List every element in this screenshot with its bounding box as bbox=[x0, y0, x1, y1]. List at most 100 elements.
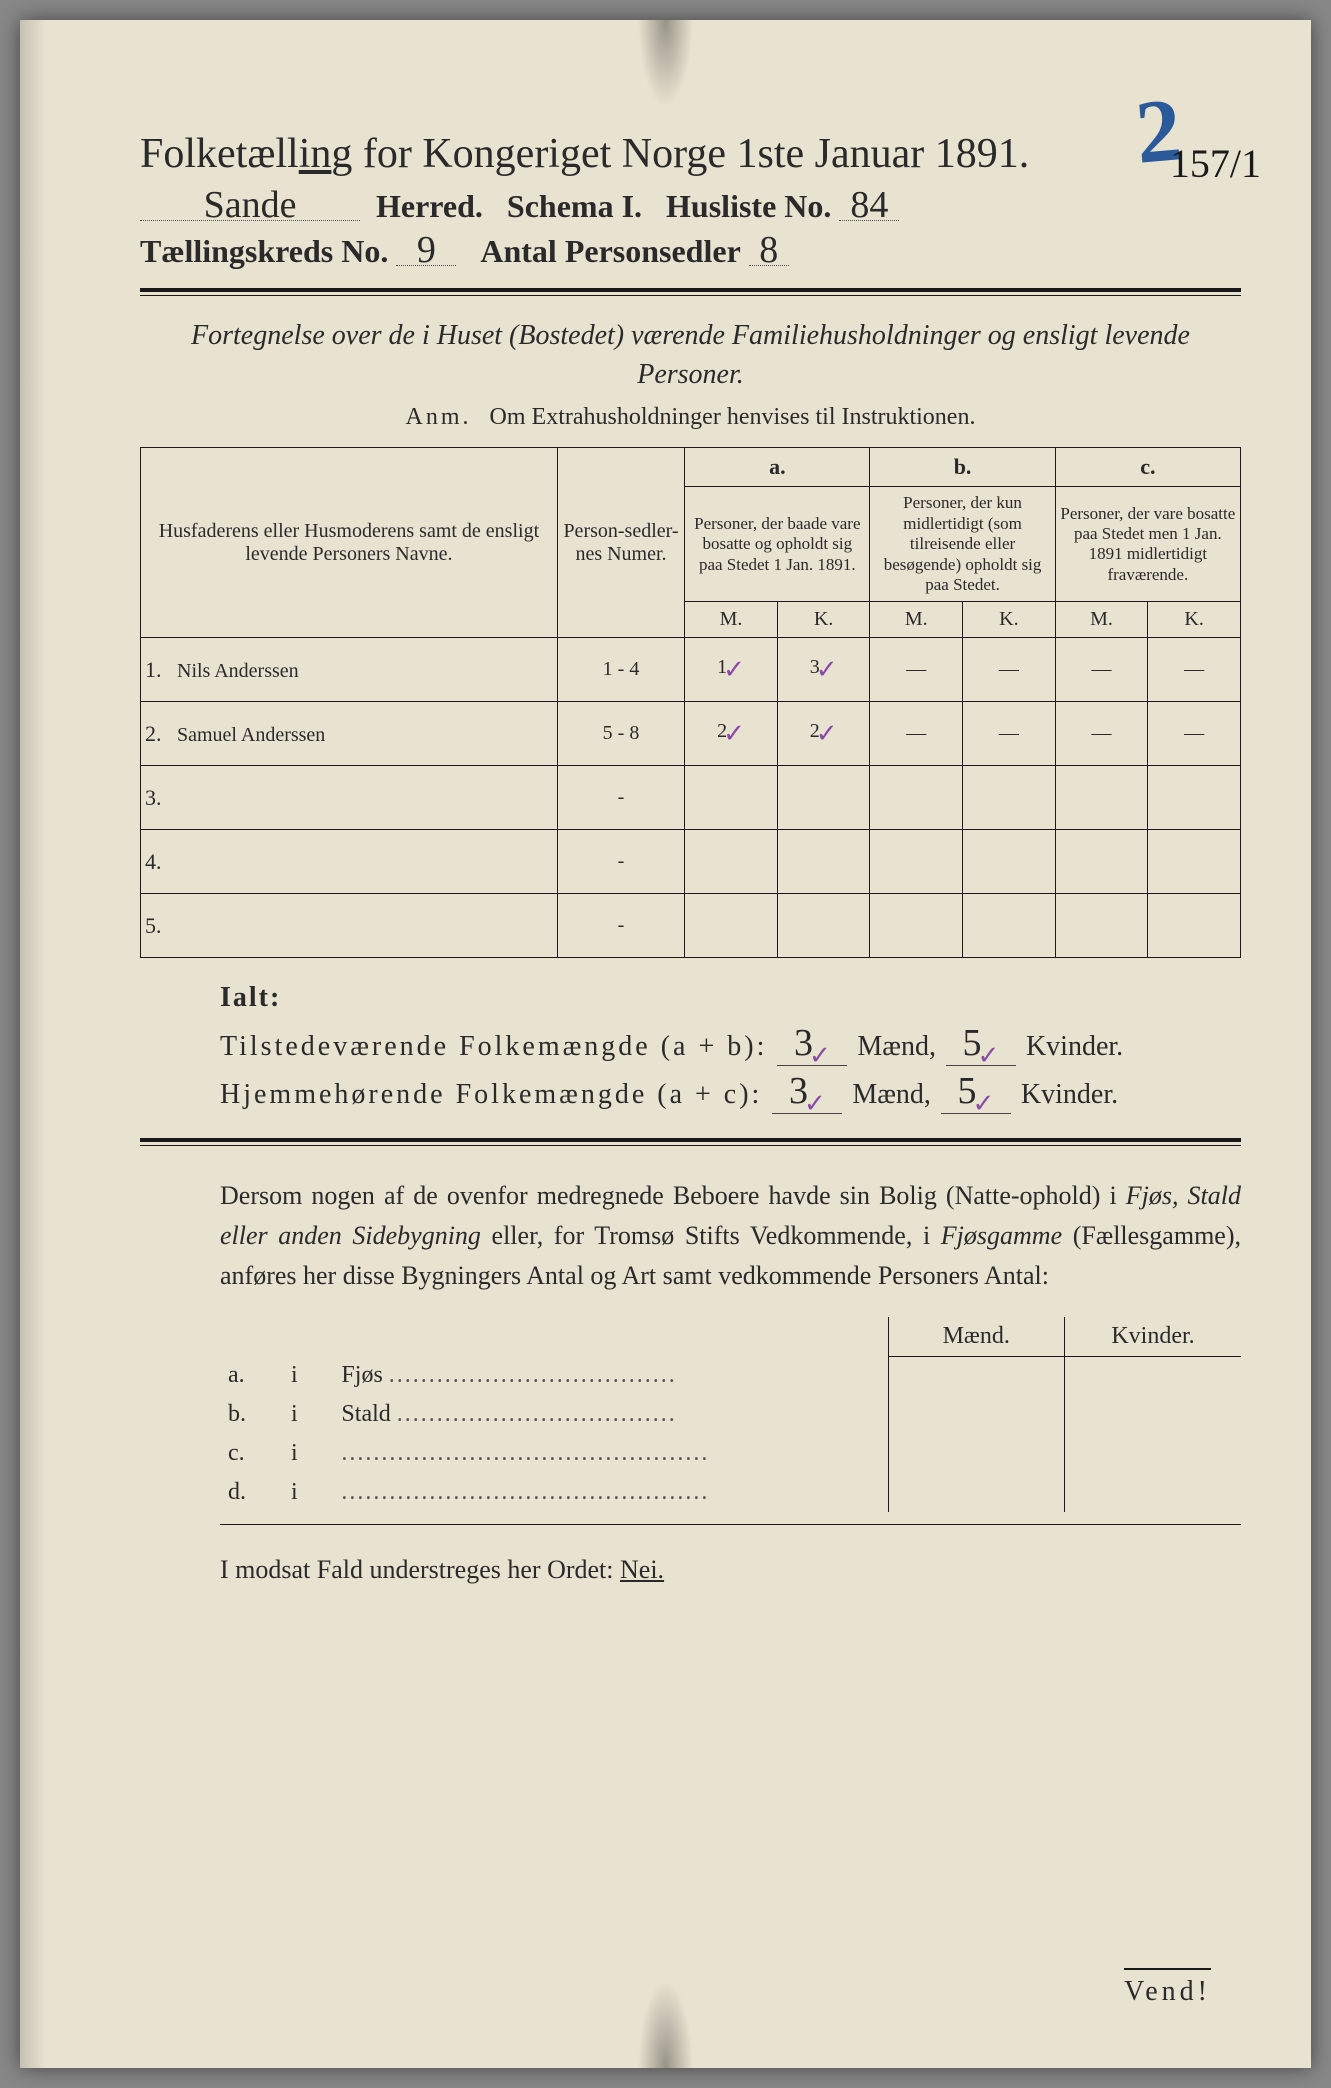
cell-aM bbox=[685, 830, 778, 894]
ialt-block: Ialt: Tilstedeværende Folkemængde (a + b… bbox=[220, 982, 1241, 1114]
cell-bK bbox=[963, 830, 1056, 894]
corner-fraction: 157/1 bbox=[1170, 140, 1261, 187]
sec-dots: ................................... bbox=[397, 1401, 677, 1427]
row-num: 2. bbox=[145, 721, 169, 747]
th-c-text: Personer, der vare bosatte paa Stedet me… bbox=[1055, 487, 1240, 602]
census-form-page: 2 157/1 Folketælling for Kongeriget Norg… bbox=[20, 20, 1311, 2068]
footer-pre: I modsat Fald understreges her Ordet: bbox=[220, 1555, 614, 1584]
maend-label: Mænd, bbox=[852, 1079, 931, 1110]
sec-k bbox=[1065, 1473, 1242, 1512]
row-name: Nils Anderssen bbox=[177, 660, 299, 682]
sec-label-cell: Fjøs ...................................… bbox=[333, 1356, 888, 1395]
sec-label-cell: Stald ..................................… bbox=[333, 1395, 888, 1434]
body-paragraph: Dersom nogen af de ovenfor medregnede Be… bbox=[220, 1176, 1241, 1297]
cell-cK: — bbox=[1148, 638, 1241, 702]
header: Folketælling for Kongeriget Norge 1ste J… bbox=[140, 130, 1241, 270]
th-c-label: c. bbox=[1055, 448, 1240, 487]
kreds-value: 9 bbox=[396, 235, 456, 266]
cell-bK bbox=[963, 766, 1056, 830]
herred-label: Herred. bbox=[376, 188, 483, 224]
cell-cM bbox=[1055, 894, 1148, 958]
body-p1a: Dersom nogen af de ovenfor medregnede Be… bbox=[220, 1181, 1126, 1210]
ialt-ac-label: Hjemmehørende Folkemængde (a + c): bbox=[220, 1079, 762, 1110]
row-numer: 5 - 8 bbox=[557, 702, 684, 766]
th-bK: K. bbox=[963, 602, 1056, 638]
ialt-line-ab: Tilstedeværende Folkemængde (a + b): 3✓ … bbox=[220, 1030, 1241, 1066]
cell-bM bbox=[870, 830, 963, 894]
sec-row: b. i Stald .............................… bbox=[220, 1395, 1241, 1434]
anm-line: Anm. Om Extrahusholdninger henvises til … bbox=[140, 404, 1241, 431]
ialt-ab-k: 5✓ bbox=[946, 1030, 1016, 1066]
cell-cM: — bbox=[1055, 702, 1148, 766]
husliste-label: Husliste No. bbox=[666, 188, 831, 224]
husliste-value: 84 bbox=[839, 190, 899, 221]
cell-cK bbox=[1148, 894, 1241, 958]
row-name: Samuel Anderssen bbox=[177, 724, 325, 746]
cell-aK: 3✓ bbox=[777, 638, 870, 702]
sec-label: Fjøs bbox=[341, 1362, 382, 1388]
table-row: 2.Samuel Anderssen 5 - 8 2✓ 2✓ — — — — bbox=[141, 702, 1241, 766]
row-num: 3. bbox=[145, 785, 169, 811]
cell-aK bbox=[777, 766, 870, 830]
sec-dots: ........................................… bbox=[341, 1479, 709, 1505]
th-numer-text: Person-sedler-nes Numer. bbox=[563, 520, 678, 565]
divider-top bbox=[140, 288, 1241, 296]
sec-m bbox=[888, 1395, 1064, 1434]
sec-row: c. i ...................................… bbox=[220, 1434, 1241, 1473]
main-title: Folketælling for Kongeriget Norge 1ste J… bbox=[140, 130, 1241, 178]
sec-label-cell: ........................................… bbox=[333, 1473, 888, 1512]
th-b-label: b. bbox=[870, 448, 1055, 487]
cell-bM bbox=[870, 766, 963, 830]
cell-aK: 2✓ bbox=[777, 702, 870, 766]
cell-cK bbox=[1148, 766, 1241, 830]
sec-k bbox=[1065, 1395, 1242, 1434]
row-num: 1. bbox=[145, 657, 169, 683]
cell-bK: — bbox=[963, 702, 1056, 766]
sec-a: c. bbox=[220, 1434, 283, 1473]
th-bM: M. bbox=[870, 602, 963, 638]
cell-cK bbox=[1148, 830, 1241, 894]
cell-aK bbox=[777, 830, 870, 894]
sec-maend-header: Mænd. bbox=[888, 1317, 1064, 1357]
sec-dots: ........................................… bbox=[341, 1440, 709, 1466]
herred-line: Sande Herred. Schema I. Husliste No. 84 bbox=[140, 188, 1241, 225]
sec-a: b. bbox=[220, 1395, 283, 1434]
ialt-ab-label: Tilstedeværende Folkemængde (a + b): bbox=[220, 1031, 767, 1062]
footer-line: I modsat Fald understreges her Ordet: Ne… bbox=[220, 1555, 1241, 1585]
row-num: 5. bbox=[145, 913, 169, 939]
th-numer: Person-sedler-nes Numer. bbox=[557, 448, 684, 638]
sec-i: i bbox=[283, 1473, 333, 1512]
row-numer: 1 - 4 bbox=[557, 638, 684, 702]
sec-label: Stald bbox=[341, 1401, 390, 1427]
anm-label: Anm. bbox=[406, 404, 472, 430]
cell-aM bbox=[685, 766, 778, 830]
divider-mid bbox=[140, 1138, 1241, 1146]
cell-bK: — bbox=[963, 638, 1056, 702]
sec-m bbox=[888, 1356, 1064, 1395]
herred-value: Sande bbox=[140, 190, 360, 221]
sec-i: i bbox=[283, 1356, 333, 1395]
sec-k bbox=[1065, 1356, 1242, 1395]
sec-dots: .................................... bbox=[389, 1362, 677, 1388]
th-aM: M. bbox=[685, 602, 778, 638]
kreds-label: Tællingskreds No. bbox=[140, 233, 388, 269]
sec-row: a. i Fjøs ..............................… bbox=[220, 1356, 1241, 1395]
th-cM: M. bbox=[1055, 602, 1148, 638]
vend-label: Vend! bbox=[1124, 1968, 1211, 2008]
sec-i: i bbox=[283, 1434, 333, 1473]
main-table: Husfaderens eller Husmoderens samt de en… bbox=[140, 447, 1241, 958]
sec-m bbox=[888, 1473, 1064, 1512]
th-names: Husfaderens eller Husmoderens samt de en… bbox=[141, 448, 558, 638]
th-aK: K. bbox=[777, 602, 870, 638]
secondary-table: Mænd. Kvinder. a. i Fjøs ...............… bbox=[220, 1317, 1241, 1513]
divider-bottom bbox=[220, 1524, 1241, 1525]
table-body: 1.Nils Anderssen 1 - 4 1✓ 3✓ — — — — 2.S… bbox=[141, 638, 1241, 958]
kreds-line: Tællingskreds No. 9 Antal Personsedler 8 bbox=[140, 233, 1241, 270]
th-cK: K. bbox=[1148, 602, 1241, 638]
row-numer: - bbox=[557, 830, 684, 894]
sec-a: d. bbox=[220, 1473, 283, 1512]
sec-kvinder-header: Kvinder. bbox=[1065, 1317, 1242, 1357]
maend-label: Mænd, bbox=[857, 1031, 936, 1062]
anm-text: Om Extrahusholdninger henvises til Instr… bbox=[490, 404, 976, 430]
kvinder-label: Kvinder. bbox=[1021, 1079, 1118, 1110]
